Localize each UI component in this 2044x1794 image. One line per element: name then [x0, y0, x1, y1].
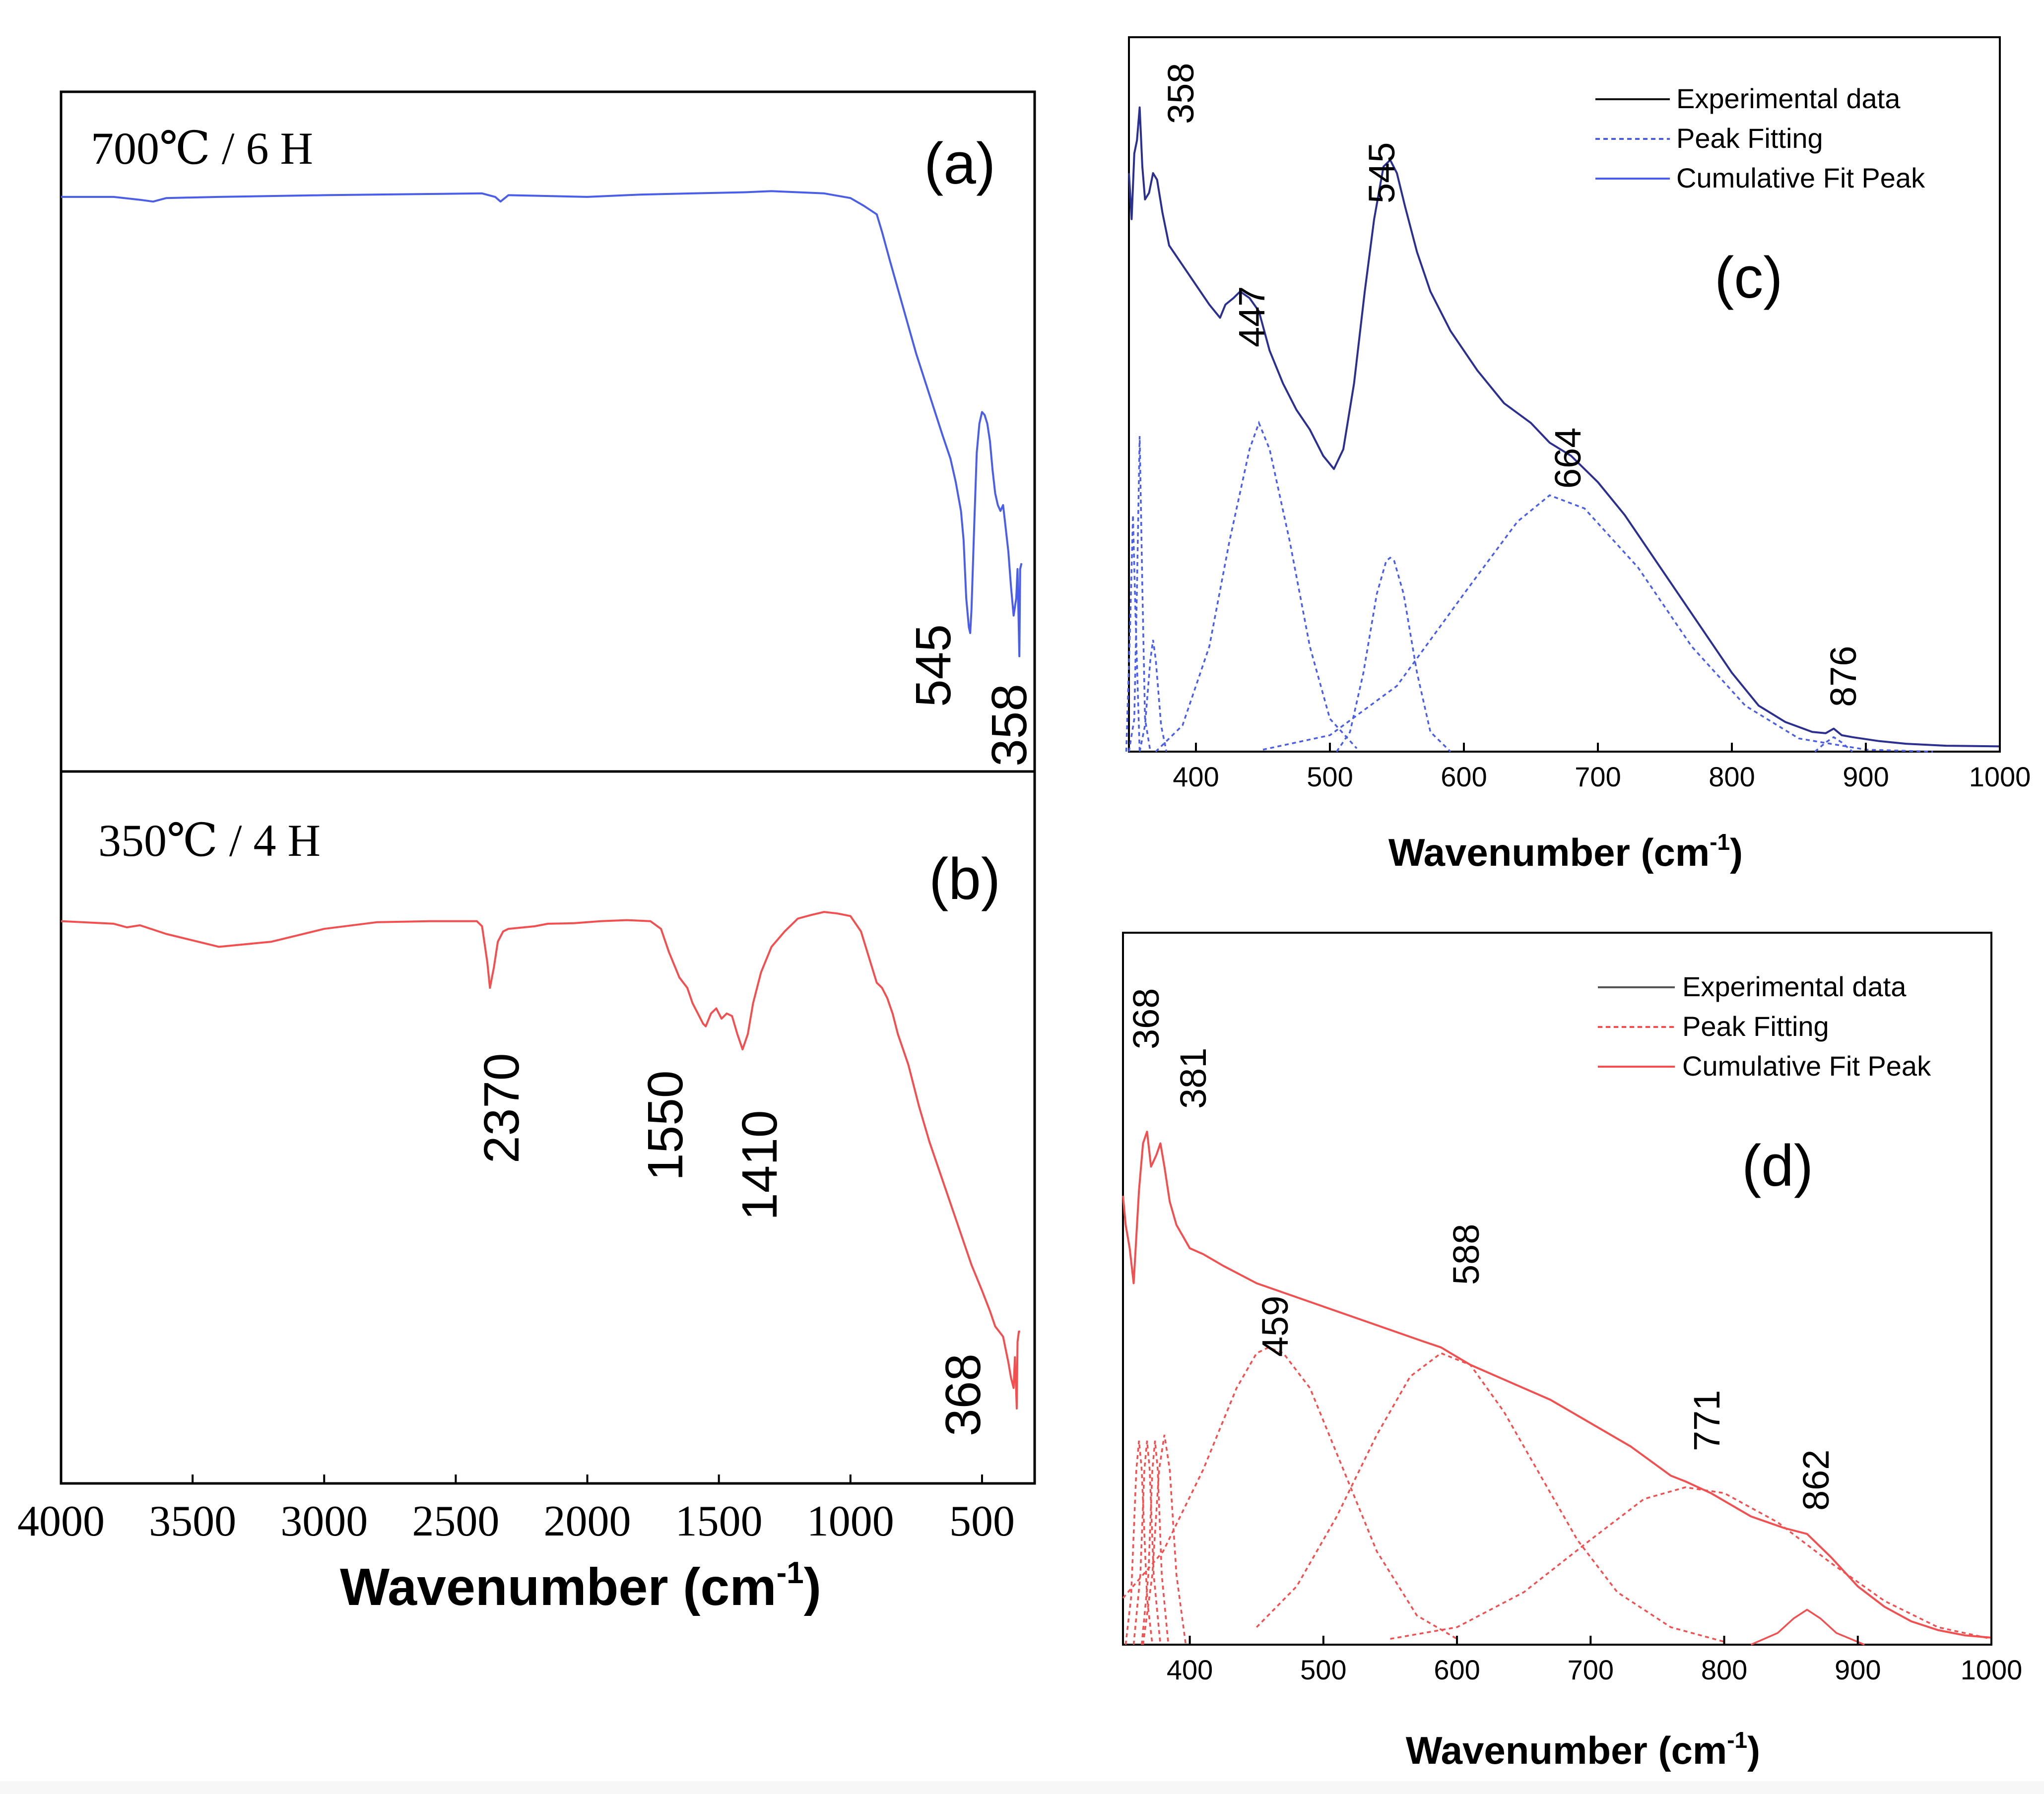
peak-label-b-368: 368 [935, 1353, 991, 1436]
spectrum-d-line [1122, 1131, 1992, 1639]
x-tick-label-d-400: 400 [1167, 1654, 1213, 1685]
peak-fit-d-5 [1122, 1346, 1457, 1640]
panel-c-label: (c) [1714, 245, 1783, 311]
condition-b: 350℃ / 4 H [98, 815, 321, 866]
peak-label-a-545: 545 [906, 624, 961, 707]
panel-b: 350℃ / 4 H (b) 2370 1550 1410 368 4000 35… [17, 770, 1036, 1616]
peak-label-d-368: 368 [1125, 988, 1167, 1049]
x-axis-ticks-c: 400 500 600 700 800 900 1000 [1173, 743, 2031, 792]
peak-label-d-588: 588 [1446, 1224, 1487, 1285]
peak-label-d-459: 459 [1254, 1296, 1296, 1357]
x-tick-label-d-900: 900 [1835, 1654, 1881, 1685]
condition-a: 700℃ / 6 H [91, 123, 313, 174]
panel-c-frame [1128, 36, 2001, 753]
x-tick-label-c-700: 700 [1575, 761, 1621, 792]
footer-strip [0, 1781, 2044, 1794]
panel-b-label: (b) [929, 846, 1000, 912]
x-tick-label-c-800: 800 [1709, 761, 1755, 792]
x-tick-label-d-800: 800 [1701, 1654, 1747, 1685]
peak-fit-c-5 [1336, 556, 1451, 753]
x-tick-label-c-600: 600 [1441, 761, 1487, 792]
panel-a-label: (a) [924, 131, 995, 196]
peak-label-d-862: 862 [1795, 1450, 1837, 1511]
x-axis-ticks-d: 400 500 600 700 800 900 1000 [1167, 1636, 2022, 1685]
x-tick-label-b-1000: 1000 [807, 1497, 894, 1545]
peak-fit-d-1 [1124, 1440, 1153, 1645]
legend-d: Experimental data Peak Fitting Cumulativ… [1598, 971, 1931, 1082]
legend-c-label-peak-fitting: Peak Fitting [1676, 123, 1823, 154]
peak-fit-d-4 [1142, 1434, 1187, 1645]
peak-label-c-876: 876 [1823, 646, 1864, 707]
peak-label-c-447: 447 [1231, 286, 1272, 347]
peak-fit-c-3 [1138, 640, 1168, 752]
legend-d-label-cumulative: Cumulative Fit Peak [1682, 1050, 1931, 1082]
panel-a-frame [60, 90, 1036, 773]
peak-label-b-2370: 2370 [474, 1053, 529, 1163]
panel-c: (c) Experimental data Peak Fitting Cumul… [1125, 36, 2031, 874]
peak-fit-c-6 [1262, 494, 1933, 753]
peak-label-b-1550: 1550 [638, 1071, 693, 1181]
x-tick-label-d-1000: 1000 [1961, 1654, 2023, 1685]
panel-d-label: (d) [1742, 1133, 1813, 1199]
legend-c-label-experimental: Experimental data [1676, 83, 1901, 114]
peak-label-c-358: 358 [1160, 63, 1201, 124]
peak-fit-c-7 [1814, 736, 1853, 753]
x-tick-label-b-3000: 3000 [280, 1497, 368, 1545]
peak-fit-d-8 [1750, 1608, 1865, 1646]
peak-fitting-curves-c [1125, 420, 1933, 753]
panel-b-frame [60, 770, 1036, 1485]
x-axis-title-d: Wavenumber (cm-1) [1406, 1727, 1760, 1772]
peak-label-b-1410: 1410 [732, 1110, 788, 1220]
x-axis-ticks-b: 4000 3500 3000 2500 2000 1500 1000 500 [17, 1474, 1015, 1545]
peak-label-d-381: 381 [1173, 1048, 1214, 1109]
peak-fit-c-4 [1155, 420, 1358, 753]
x-tick-label-b-4000: 4000 [17, 1497, 105, 1545]
peak-fitting-curves-d [1122, 1346, 1992, 1646]
peak-label-c-545: 545 [1361, 142, 1402, 203]
x-tick-label-d-500: 500 [1300, 1654, 1346, 1685]
x-tick-label-d-600: 600 [1434, 1654, 1480, 1685]
legend-c-label-cumulative: Cumulative Fit Peak [1676, 162, 1925, 193]
panel-d-frame [1122, 932, 1992, 1646]
peak-fit-d-3 [1140, 1440, 1170, 1645]
legend-d-label-peak-fitting: Peak Fitting [1682, 1011, 1829, 1042]
x-tick-label-d-700: 700 [1568, 1654, 1614, 1685]
x-tick-label-b-2000: 2000 [544, 1497, 631, 1545]
x-tick-label-b-3500: 3500 [149, 1497, 236, 1545]
peak-label-d-771: 771 [1686, 1390, 1727, 1451]
x-tick-label-c-500: 500 [1307, 761, 1353, 792]
x-axis-title-b: Wavenumber (cm-1) [340, 1556, 821, 1616]
x-tick-label-b-2500: 2500 [412, 1497, 499, 1545]
peak-fit-d-2 [1132, 1440, 1162, 1645]
spectrum-a-line [61, 190, 1023, 657]
spectrum-c-line [1128, 106, 2000, 748]
x-tick-label-b-500: 500 [949, 1497, 1015, 1545]
x-tick-label-b-1500: 1500 [675, 1497, 763, 1545]
x-tick-label-c-1000: 1000 [1969, 761, 2031, 792]
peak-label-c-664: 664 [1547, 428, 1588, 489]
x-tick-label-c-900: 900 [1843, 761, 1889, 792]
legend-c: Experimental data Peak Fitting Cumulativ… [1595, 83, 1925, 193]
peak-fit-d-6 [1255, 1352, 1724, 1643]
spectrum-b-line [61, 911, 1020, 1410]
panel-a: 700℃ / 6 H (a) 545 358 [60, 90, 1037, 773]
x-axis-title-c: Wavenumber (cm-1) [1388, 829, 1743, 874]
panel-d: (d) Experimental data Peak Fitting Cumul… [1122, 932, 2022, 1772]
peak-label-a-358: 358 [982, 684, 1037, 767]
x-tick-label-c-400: 400 [1173, 761, 1219, 792]
legend-d-label-experimental: Experimental data [1682, 971, 1907, 1002]
